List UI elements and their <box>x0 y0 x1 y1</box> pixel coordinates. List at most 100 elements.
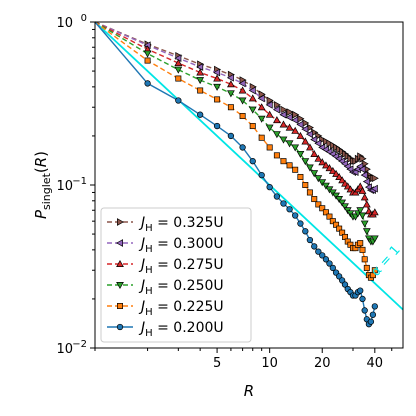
data-point <box>362 177 370 186</box>
data-point <box>301 137 310 145</box>
data-point <box>257 94 265 103</box>
data-point <box>360 220 369 228</box>
data-point <box>301 125 309 134</box>
data-point <box>335 172 344 180</box>
data-point <box>296 120 304 129</box>
data-point <box>370 235 379 243</box>
data-point <box>279 110 287 119</box>
data-point <box>258 171 265 179</box>
y-tick-label: 10 <box>56 342 73 357</box>
data-point <box>310 149 319 157</box>
series-5 <box>94 21 378 328</box>
data-point <box>285 123 294 131</box>
data-point <box>332 192 340 200</box>
annotation-alpha: α = 1 <box>368 243 403 280</box>
data-point <box>117 218 125 226</box>
x-tick-label: 20 <box>314 356 331 371</box>
legend-entry: JH = 0.200U <box>107 320 224 339</box>
legend-entry: JH = 0.275U <box>107 257 224 276</box>
data-point <box>302 228 309 235</box>
data-point <box>297 220 304 227</box>
data-point <box>356 207 365 215</box>
data-point <box>310 170 319 178</box>
data-point <box>175 97 182 104</box>
data-point <box>371 174 379 183</box>
data-point <box>359 295 366 303</box>
data-point <box>213 74 221 82</box>
data-point <box>292 212 299 219</box>
data-point <box>363 264 370 271</box>
data-point <box>338 199 347 207</box>
data-point <box>296 131 305 139</box>
legend-entry: JH = 0.250U <box>107 278 224 297</box>
data-point <box>318 158 327 166</box>
data-point <box>322 137 330 146</box>
data-point <box>319 252 326 259</box>
x-axis-title: R <box>244 382 254 400</box>
data-point <box>257 103 266 111</box>
data-point <box>319 205 326 212</box>
data-point <box>358 212 367 220</box>
series-2 <box>94 21 379 218</box>
data-point <box>249 123 256 130</box>
y-tick-label: 10 <box>56 179 73 194</box>
data-point <box>115 239 123 247</box>
data-point <box>362 228 371 236</box>
data-point <box>213 122 221 130</box>
data-point <box>265 110 274 118</box>
data-point <box>116 282 124 290</box>
reference-line-layer <box>94 21 404 311</box>
data-point <box>296 150 305 158</box>
data-point <box>248 94 257 102</box>
data-point <box>226 73 234 82</box>
data-point <box>175 75 182 82</box>
series-line <box>94 21 376 216</box>
data-point <box>369 311 377 318</box>
data-point <box>360 171 368 180</box>
data-point <box>370 184 378 193</box>
legend-entry: JH = 0.325U <box>107 215 224 234</box>
data-point <box>196 68 205 76</box>
data-point <box>273 193 281 200</box>
data-point <box>248 86 256 95</box>
data-point <box>326 213 333 220</box>
data-point <box>286 162 293 169</box>
data-point <box>197 111 204 118</box>
data-point <box>144 57 151 64</box>
x-tick-label: 10 <box>261 356 278 371</box>
y-tick-exponent: −2 <box>72 339 87 350</box>
data-point <box>265 101 273 109</box>
data-point <box>258 134 265 141</box>
data-point <box>328 166 337 174</box>
data-point <box>306 189 313 196</box>
data-point <box>301 158 310 166</box>
legend-entry: JH = 0.300U <box>107 236 224 255</box>
data-point <box>286 206 293 213</box>
data-point <box>332 169 340 177</box>
data-point <box>143 50 152 58</box>
data-point <box>338 277 346 284</box>
data-point <box>362 200 371 208</box>
data-point <box>280 105 288 114</box>
data-point <box>314 139 322 148</box>
data-point <box>359 154 367 163</box>
data-point <box>239 144 246 151</box>
legend-label: JH = 0.325U <box>138 215 224 234</box>
data-point <box>279 120 288 128</box>
data-point <box>273 101 281 109</box>
data-point <box>285 113 293 122</box>
data-point <box>356 182 365 190</box>
data-point <box>314 175 323 183</box>
data-point <box>315 201 322 208</box>
data-point <box>314 154 323 162</box>
data-point <box>305 130 313 139</box>
legend-box <box>100 207 252 343</box>
data-point <box>302 182 309 188</box>
data-point <box>174 59 183 67</box>
data-point <box>196 77 205 85</box>
data-point <box>265 124 274 132</box>
data-point <box>359 246 366 253</box>
data-point <box>306 164 314 172</box>
data-point <box>272 131 281 139</box>
